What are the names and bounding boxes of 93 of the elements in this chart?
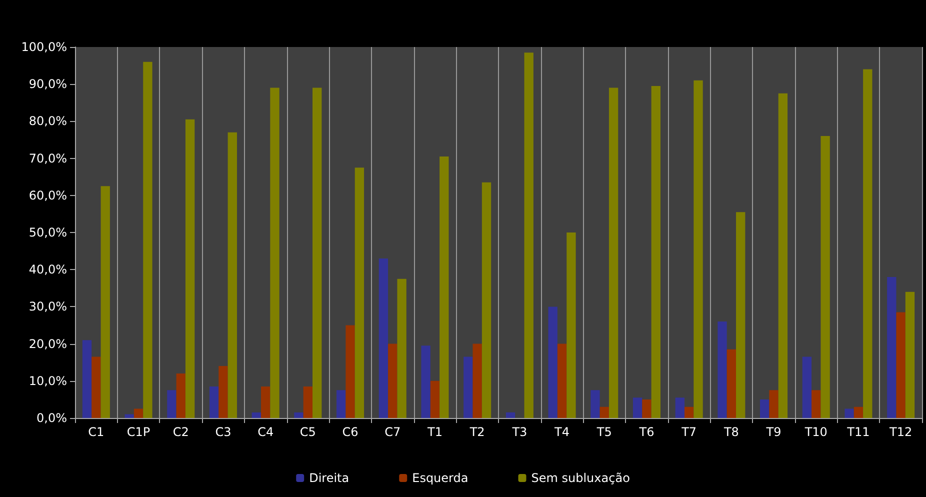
bar bbox=[270, 88, 280, 418]
bar bbox=[464, 356, 473, 418]
bar bbox=[421, 346, 430, 418]
bar bbox=[143, 62, 152, 418]
bar bbox=[472, 344, 482, 418]
y-tick-label: 40,0% bbox=[28, 262, 67, 277]
x-tick-label: C1P bbox=[126, 425, 150, 439]
x-tick-label: T11 bbox=[846, 425, 870, 439]
bar bbox=[820, 136, 830, 418]
bar bbox=[675, 398, 684, 418]
x-tick-label: T4 bbox=[554, 425, 570, 439]
bar bbox=[294, 412, 304, 418]
bar bbox=[854, 406, 864, 418]
bar bbox=[812, 390, 821, 418]
x-tick-label: C7 bbox=[384, 425, 401, 439]
bar bbox=[557, 344, 567, 418]
bar bbox=[718, 322, 727, 418]
bar bbox=[312, 88, 322, 418]
y-tick-label: 70,0% bbox=[28, 151, 67, 166]
bar bbox=[769, 390, 778, 418]
x-tick-label: T3 bbox=[511, 425, 528, 439]
bar bbox=[524, 52, 534, 418]
x-tick-label: C6 bbox=[342, 425, 358, 439]
bar bbox=[388, 344, 398, 418]
y-tick-label: 30,0% bbox=[28, 300, 67, 314]
bar bbox=[590, 390, 600, 418]
bar bbox=[506, 412, 516, 418]
x-tick-label: C4 bbox=[258, 425, 274, 439]
y-tick-label: 0,0% bbox=[36, 411, 67, 425]
x-tick-label: T12 bbox=[888, 425, 912, 439]
bar bbox=[608, 88, 618, 418]
bar bbox=[684, 406, 694, 418]
bar bbox=[600, 406, 609, 418]
bar bbox=[651, 86, 660, 418]
bar bbox=[736, 212, 746, 418]
bar bbox=[218, 366, 228, 418]
bar bbox=[802, 356, 812, 418]
bar bbox=[176, 373, 186, 418]
bar bbox=[167, 390, 176, 418]
bar bbox=[760, 399, 770, 418]
bar bbox=[336, 390, 346, 418]
y-tick-label: 80,0% bbox=[28, 114, 67, 128]
y-tick-label: 100,0% bbox=[21, 40, 67, 54]
x-tick-label: T10 bbox=[804, 425, 828, 439]
bar bbox=[778, 93, 788, 418]
x-tick-label: T7 bbox=[680, 425, 697, 439]
bar bbox=[482, 182, 492, 418]
bar bbox=[92, 356, 101, 418]
bar bbox=[430, 380, 440, 418]
x-tick-label: C5 bbox=[300, 425, 316, 439]
bar bbox=[694, 80, 703, 418]
bar bbox=[905, 292, 915, 418]
x-tick-label: T2 bbox=[468, 425, 485, 439]
bar bbox=[252, 412, 261, 418]
bar bbox=[887, 277, 896, 418]
bar bbox=[863, 69, 872, 418]
x-tick-label: C1 bbox=[88, 425, 104, 439]
bar bbox=[896, 312, 906, 418]
y-tick-label: 60,0% bbox=[28, 188, 67, 202]
bar bbox=[566, 232, 576, 418]
bar bbox=[548, 306, 558, 418]
y-tick-label: 50,0% bbox=[28, 226, 67, 240]
y-tick-label: 10,0% bbox=[28, 374, 67, 388]
bar bbox=[346, 325, 355, 418]
legend-label: Sem subluxação bbox=[531, 471, 630, 485]
bar bbox=[378, 258, 388, 418]
bar bbox=[642, 399, 652, 418]
x-tick-label: T6 bbox=[638, 425, 654, 439]
bar bbox=[124, 414, 134, 418]
x-tick-label: T8 bbox=[722, 425, 739, 439]
bar bbox=[303, 386, 313, 418]
bar bbox=[228, 132, 237, 418]
bar bbox=[440, 156, 449, 418]
x-tick-label: T9 bbox=[765, 425, 782, 439]
bar bbox=[632, 398, 642, 418]
x-tick-label: C3 bbox=[215, 425, 232, 439]
y-tick-label: 20,0% bbox=[28, 336, 67, 351]
legend-label: Esquerda bbox=[412, 471, 468, 485]
legend-label: Direita bbox=[309, 471, 350, 485]
bar bbox=[844, 408, 854, 418]
x-tick-label: C2 bbox=[172, 425, 189, 439]
x-tick-label: T1 bbox=[426, 425, 442, 439]
y-tick-label: 90,0% bbox=[28, 77, 67, 92]
bar bbox=[185, 119, 195, 418]
bar bbox=[726, 349, 736, 418]
bar bbox=[397, 278, 406, 418]
bar bbox=[134, 408, 144, 418]
bar bbox=[260, 386, 270, 418]
x-tick-label: T5 bbox=[596, 425, 612, 439]
bar bbox=[82, 340, 92, 418]
bar bbox=[209, 386, 219, 418]
bar bbox=[100, 186, 110, 418]
bar bbox=[354, 168, 364, 418]
